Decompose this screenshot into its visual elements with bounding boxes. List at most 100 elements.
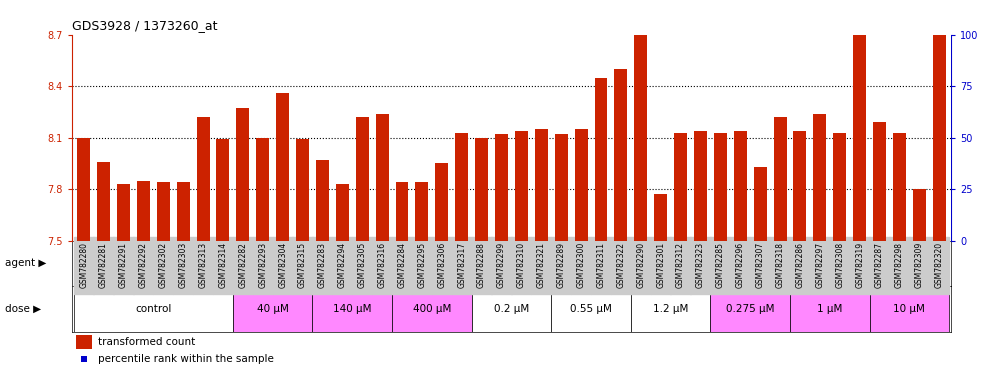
Bar (630, 286, 710, 331)
Point (135, 73, 151, 79)
Point (672, 73, 688, 79)
Point (553, 69, 569, 75)
Point (772, 66, 788, 73)
Point (195, 73, 211, 79)
Point (454, 73, 470, 79)
Bar (356, 117, 369, 241)
Bar (873, 122, 886, 241)
Bar (316, 160, 329, 241)
Bar (435, 164, 448, 241)
Bar (774, 117, 787, 241)
Bar (575, 129, 588, 241)
Point (215, 73, 231, 79)
Point (752, 73, 768, 79)
Bar (854, 35, 867, 241)
Bar (336, 184, 349, 241)
Bar (176, 182, 189, 241)
Bar (296, 139, 309, 241)
Point (155, 77, 171, 83)
Point (732, 69, 748, 75)
Bar (97, 162, 110, 241)
Bar (913, 189, 926, 241)
Bar (495, 134, 508, 241)
Point (175, 73, 191, 79)
Bar (136, 180, 149, 241)
Point (931, 65, 947, 71)
Bar (233, 286, 313, 331)
Text: GDS3928 / 1373260_at: GDS3928 / 1373260_at (72, 19, 217, 32)
Point (593, 60, 609, 66)
Point (76, 73, 92, 79)
Bar (455, 132, 468, 241)
Point (275, 65, 291, 71)
Point (832, 73, 848, 79)
Bar (276, 93, 289, 241)
Point (76, 356, 92, 362)
Bar (216, 139, 229, 241)
Text: control: control (134, 258, 172, 268)
Bar (615, 69, 627, 241)
Text: 0.55 μM: 0.55 μM (570, 304, 612, 314)
Point (533, 66, 549, 73)
Text: 0.2 μM: 0.2 μM (494, 304, 529, 314)
Text: dose ▶: dose ▶ (5, 304, 41, 314)
Bar (395, 182, 408, 241)
Text: percentile rank within the sample: percentile rank within the sample (98, 354, 274, 364)
Point (712, 73, 728, 79)
Bar (794, 131, 807, 241)
Point (414, 73, 430, 79)
Point (652, 89, 668, 95)
Text: nickel: nickel (336, 258, 369, 268)
Text: 40 μM: 40 μM (257, 304, 289, 314)
Bar (256, 138, 269, 241)
Bar (313, 286, 392, 331)
Bar (375, 114, 388, 241)
Point (513, 73, 529, 79)
Bar (472, 286, 551, 331)
Bar (630, 241, 949, 286)
Bar (814, 114, 827, 241)
Bar (555, 134, 568, 241)
Point (812, 69, 828, 75)
Bar (734, 131, 747, 241)
Point (434, 73, 450, 79)
Point (494, 66, 510, 73)
Bar (74, 286, 233, 331)
Point (852, 38, 868, 44)
Point (394, 73, 410, 79)
Point (692, 73, 708, 79)
Point (295, 73, 311, 79)
Bar (674, 132, 687, 241)
Bar (233, 241, 472, 286)
Bar (156, 182, 169, 241)
Bar (710, 286, 790, 331)
Text: 400 μM: 400 μM (412, 304, 451, 314)
Text: chromium: chromium (762, 258, 818, 268)
Bar (76, 335, 92, 349)
Point (872, 81, 887, 87)
Point (235, 66, 251, 73)
Text: cadmium: cadmium (525, 258, 578, 268)
Text: agent ▶: agent ▶ (5, 258, 47, 268)
Bar (694, 131, 707, 241)
Bar (870, 286, 949, 331)
Point (891, 73, 907, 79)
Bar (77, 138, 90, 241)
Bar (654, 194, 667, 241)
Point (255, 73, 271, 79)
Point (792, 73, 808, 79)
Point (632, 38, 648, 44)
Point (374, 65, 390, 71)
Bar (933, 35, 946, 241)
Bar (236, 108, 249, 241)
Bar (754, 167, 767, 241)
Bar (472, 241, 630, 286)
Bar (515, 131, 528, 241)
Bar (714, 132, 727, 241)
Text: 0.275 μM: 0.275 μM (726, 304, 775, 314)
Bar (834, 132, 847, 241)
Bar (475, 138, 488, 241)
Point (613, 63, 628, 69)
Bar (595, 78, 608, 241)
Text: 1.2 μM: 1.2 μM (653, 304, 688, 314)
